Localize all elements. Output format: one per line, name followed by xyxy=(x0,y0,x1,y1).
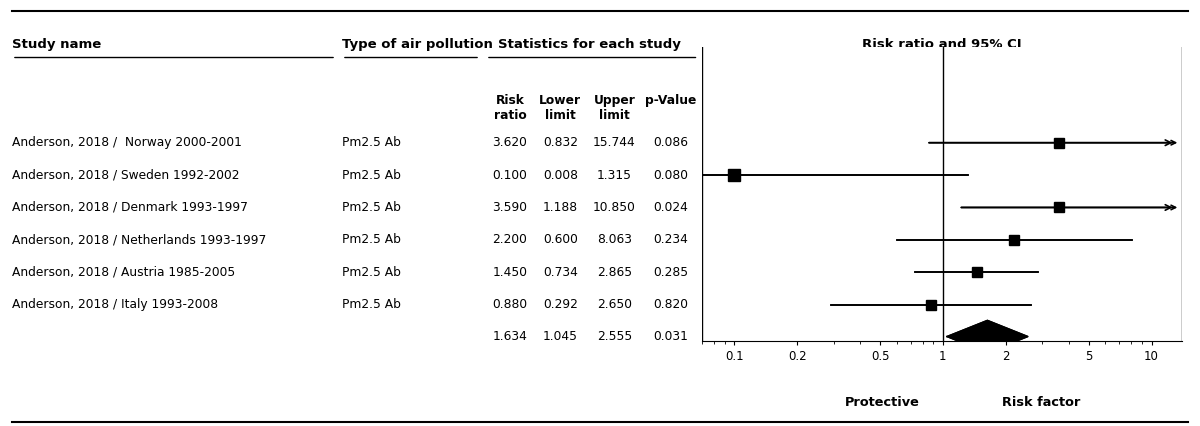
Text: Pm2.5 Ab: Pm2.5 Ab xyxy=(342,233,401,246)
Text: Risk
ratio: Risk ratio xyxy=(493,94,527,122)
Text: 10.850: 10.850 xyxy=(593,201,636,214)
Text: Statistics for each study: Statistics for each study xyxy=(498,38,680,52)
Text: 3.620: 3.620 xyxy=(492,136,528,149)
Text: 2.650: 2.650 xyxy=(596,298,632,311)
Text: 0.234: 0.234 xyxy=(653,233,689,246)
Text: 0.008: 0.008 xyxy=(542,169,578,181)
Text: 0.292: 0.292 xyxy=(542,298,578,311)
Text: p-Value: p-Value xyxy=(646,94,696,107)
Text: Upper
limit: Upper limit xyxy=(594,94,635,122)
Text: 0.086: 0.086 xyxy=(653,136,689,149)
Text: 0.820: 0.820 xyxy=(653,298,689,311)
Text: 0.024: 0.024 xyxy=(653,201,689,214)
Text: Type of air pollution: Type of air pollution xyxy=(342,38,493,52)
Text: 0.600: 0.600 xyxy=(542,233,578,246)
Text: 2.200: 2.200 xyxy=(492,233,528,246)
Text: Lower
limit: Lower limit xyxy=(539,94,582,122)
Text: 0.100: 0.100 xyxy=(492,169,528,181)
Text: Anderson, 2018 /  Norway 2000-2001: Anderson, 2018 / Norway 2000-2001 xyxy=(12,136,242,149)
Text: 1.315: 1.315 xyxy=(596,169,632,181)
Text: Risk factor: Risk factor xyxy=(1002,396,1081,409)
Text: 1.045: 1.045 xyxy=(542,330,578,343)
Polygon shape xyxy=(947,320,1028,353)
Text: 0.031: 0.031 xyxy=(653,330,689,343)
Text: 0.880: 0.880 xyxy=(492,298,528,311)
Text: 8.063: 8.063 xyxy=(596,233,632,246)
Text: Risk ratio and 95% CI: Risk ratio and 95% CI xyxy=(862,38,1022,52)
Text: 1.450: 1.450 xyxy=(492,266,528,279)
Text: 1.188: 1.188 xyxy=(542,201,578,214)
Text: Anderson, 2018 / Austria 1985-2005: Anderson, 2018 / Austria 1985-2005 xyxy=(12,266,235,279)
Text: 2.865: 2.865 xyxy=(596,266,632,279)
Text: Protective: Protective xyxy=(845,396,919,409)
Text: 2.555: 2.555 xyxy=(596,330,632,343)
Text: Pm2.5 Ab: Pm2.5 Ab xyxy=(342,298,401,311)
Text: 15.744: 15.744 xyxy=(593,136,636,149)
Text: 0.080: 0.080 xyxy=(653,169,689,181)
Text: 0.832: 0.832 xyxy=(542,136,578,149)
Text: Anderson, 2018 / Denmark 1993-1997: Anderson, 2018 / Denmark 1993-1997 xyxy=(12,201,248,214)
Text: 0.285: 0.285 xyxy=(653,266,689,279)
Text: Pm2.5 Ab: Pm2.5 Ab xyxy=(342,169,401,181)
Text: Anderson, 2018 / Sweden 1992-2002: Anderson, 2018 / Sweden 1992-2002 xyxy=(12,169,240,181)
Text: 1.634: 1.634 xyxy=(492,330,528,343)
Text: 0.734: 0.734 xyxy=(542,266,578,279)
Text: 3.590: 3.590 xyxy=(492,201,528,214)
Text: Anderson, 2018 / Netherlands 1993-1997: Anderson, 2018 / Netherlands 1993-1997 xyxy=(12,233,266,246)
Text: Anderson, 2018 / Italy 1993-2008: Anderson, 2018 / Italy 1993-2008 xyxy=(12,298,218,311)
Text: Pm2.5 Ab: Pm2.5 Ab xyxy=(342,201,401,214)
Text: Study name: Study name xyxy=(12,38,101,52)
Text: Pm2.5 Ab: Pm2.5 Ab xyxy=(342,266,401,279)
Text: Pm2.5 Ab: Pm2.5 Ab xyxy=(342,136,401,149)
